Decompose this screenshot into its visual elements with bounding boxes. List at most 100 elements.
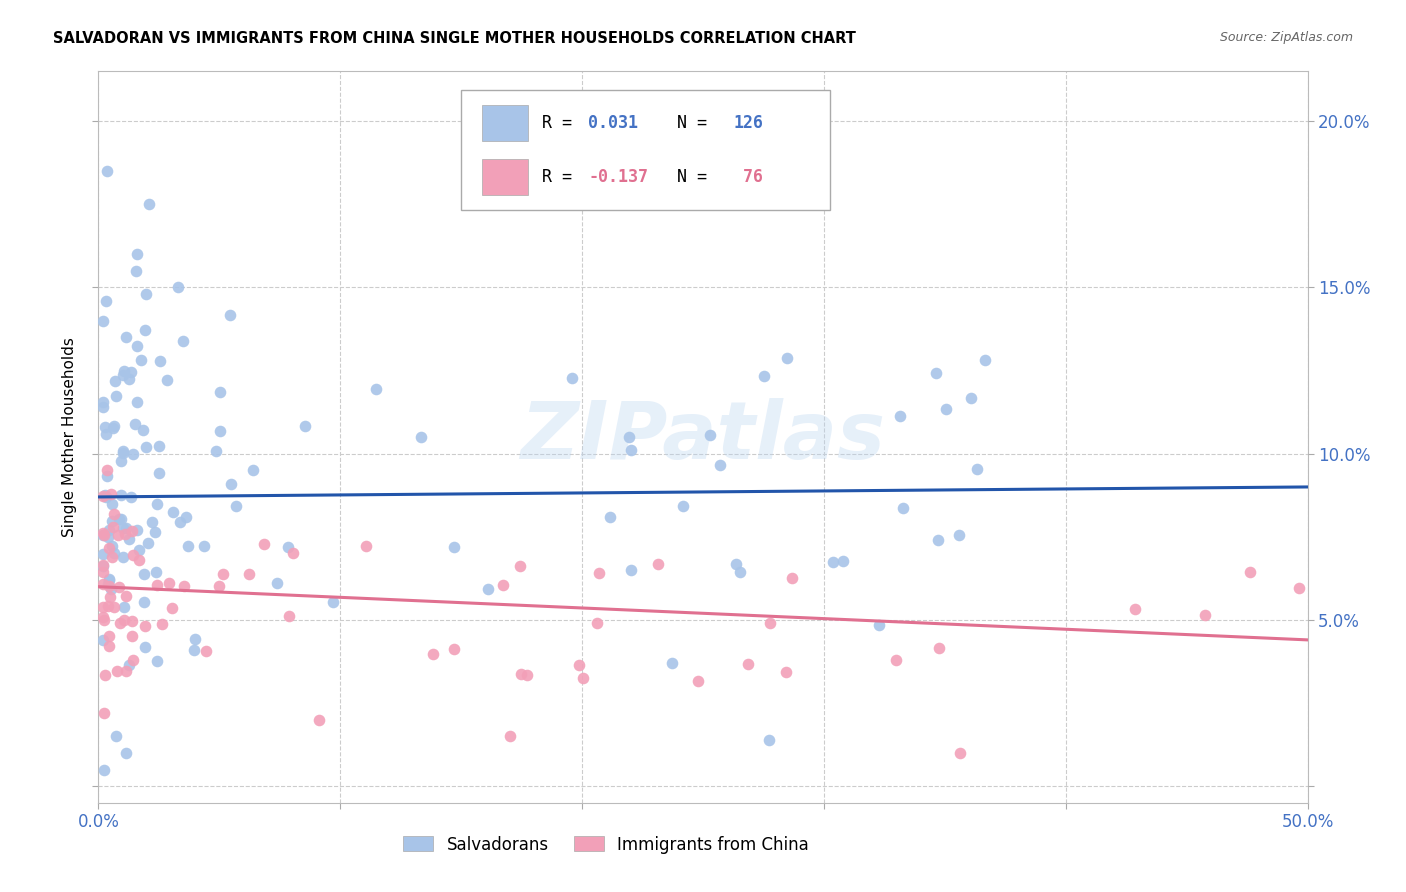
- Point: [100, 582, 122, 596]
- Point: [148, 439, 170, 453]
- Point: [620, 442, 643, 457]
- Text: N =: N =: [657, 169, 717, 186]
- Point: [134, 619, 156, 633]
- Point: [115, 746, 138, 760]
- Point: [568, 658, 591, 673]
- Point: [132, 567, 155, 582]
- Point: [110, 488, 132, 502]
- Point: [91, 558, 114, 573]
- Point: [129, 352, 152, 367]
- Point: [110, 512, 132, 526]
- Point: [752, 368, 775, 383]
- Point: [758, 732, 780, 747]
- Point: [118, 532, 141, 546]
- Point: [91, 577, 114, 591]
- Point: [322, 595, 344, 609]
- Point: [208, 425, 231, 439]
- Point: [91, 565, 114, 579]
- Point: [108, 580, 131, 594]
- Point: [118, 658, 141, 673]
- Point: [101, 539, 124, 553]
- Text: -0.137: -0.137: [588, 169, 648, 186]
- Point: [145, 578, 167, 592]
- Point: [93, 528, 115, 542]
- Point: [1194, 607, 1216, 622]
- Point: [98, 591, 121, 605]
- Point: [135, 287, 157, 301]
- Point: [599, 510, 621, 524]
- Point: [832, 554, 855, 568]
- Point: [112, 368, 135, 383]
- Point: [162, 505, 184, 519]
- Point: [97, 579, 120, 593]
- Point: [709, 458, 731, 472]
- Point: [91, 489, 114, 503]
- Point: [111, 521, 134, 535]
- Point: [91, 314, 114, 328]
- Point: [110, 453, 132, 467]
- Point: [167, 279, 190, 293]
- Point: [409, 430, 432, 444]
- Point: [974, 353, 997, 368]
- Point: [104, 389, 127, 403]
- Text: Source: ZipAtlas.com: Source: ZipAtlas.com: [1219, 31, 1353, 45]
- Point: [91, 525, 114, 540]
- Point: [124, 417, 146, 431]
- Point: [112, 446, 135, 460]
- Point: [509, 667, 531, 681]
- Point: [935, 401, 957, 416]
- Point: [477, 582, 499, 596]
- Point: [98, 573, 121, 587]
- Point: [91, 527, 114, 541]
- Point: [277, 541, 299, 555]
- Point: [120, 365, 142, 379]
- Text: R =: R =: [543, 169, 582, 186]
- Point: [97, 530, 120, 544]
- FancyBboxPatch shape: [461, 90, 830, 211]
- Point: [294, 419, 316, 434]
- Point: [242, 463, 264, 477]
- Point: [134, 323, 156, 337]
- Point: [889, 409, 911, 423]
- Point: [174, 509, 197, 524]
- Point: [94, 427, 117, 442]
- Point: [183, 632, 205, 647]
- Point: [94, 293, 117, 308]
- Point: [114, 526, 136, 541]
- Point: [97, 577, 120, 591]
- Point: [134, 595, 156, 609]
- Point: [103, 418, 125, 433]
- Point: [238, 567, 260, 582]
- Point: [111, 444, 134, 458]
- Point: [928, 640, 950, 655]
- Point: [194, 644, 217, 658]
- Point: [422, 647, 444, 661]
- Point: [105, 664, 128, 678]
- Point: [127, 247, 149, 261]
- Text: 0.031: 0.031: [588, 114, 638, 132]
- Point: [1123, 602, 1146, 616]
- Point: [588, 566, 610, 580]
- Point: [148, 466, 170, 480]
- Point: [146, 654, 169, 668]
- Point: [108, 512, 131, 526]
- Point: [94, 488, 117, 502]
- Point: [114, 589, 136, 603]
- Point: [114, 330, 136, 344]
- Point: [93, 613, 115, 627]
- Point: [225, 500, 247, 514]
- Point: [688, 674, 710, 689]
- Point: [100, 487, 122, 501]
- Point: [759, 615, 782, 630]
- Point: [96, 164, 118, 178]
- Point: [138, 536, 160, 550]
- Point: [776, 351, 799, 365]
- Point: [1239, 565, 1261, 579]
- Point: [647, 557, 669, 571]
- Text: SALVADORAN VS IMMIGRANTS FROM CHINA SINGLE MOTHER HOUSEHOLDS CORRELATION CHART: SALVADORAN VS IMMIGRANTS FROM CHINA SING…: [53, 31, 856, 46]
- Text: ZIPatlas: ZIPatlas: [520, 398, 886, 476]
- Point: [737, 657, 759, 672]
- Point: [208, 384, 231, 399]
- Point: [364, 382, 387, 396]
- Point: [91, 394, 114, 409]
